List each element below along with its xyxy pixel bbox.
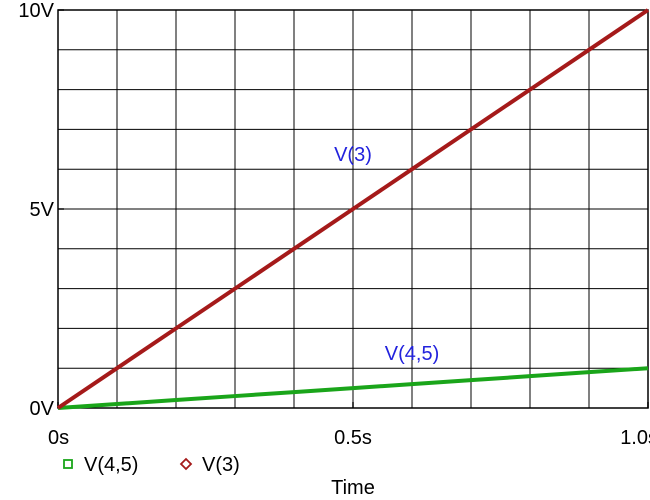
x-tick-label: 0.5s: [334, 427, 372, 449]
x-axis-title: Time: [331, 477, 375, 499]
y-tick-label: 10V: [18, 0, 54, 22]
legend-label: V(3): [202, 454, 240, 476]
series-annotation: V(3): [334, 144, 372, 166]
legend: V(4,5) V(3): [63, 454, 240, 476]
legend-diamond-marker: [179, 457, 193, 471]
legend-label: V(4,5): [84, 454, 138, 476]
y-tick-label: 0V: [30, 398, 55, 420]
tick-labels: 0s 0.5s 1.0s 0V 5V 10V: [18, 0, 650, 449]
series-line: [56, 8, 650, 410]
legend-square-marker: [63, 459, 73, 469]
x-tick-label: 1.0s: [620, 427, 650, 449]
annotations: V(3) V(4,5): [334, 144, 439, 365]
series-lines: [56, 8, 650, 410]
x-tick-label: 0s: [48, 427, 69, 449]
series-line: [57, 366, 649, 410]
y-tick-label: 5V: [30, 199, 55, 221]
series-annotation: V(4,5): [385, 343, 439, 365]
